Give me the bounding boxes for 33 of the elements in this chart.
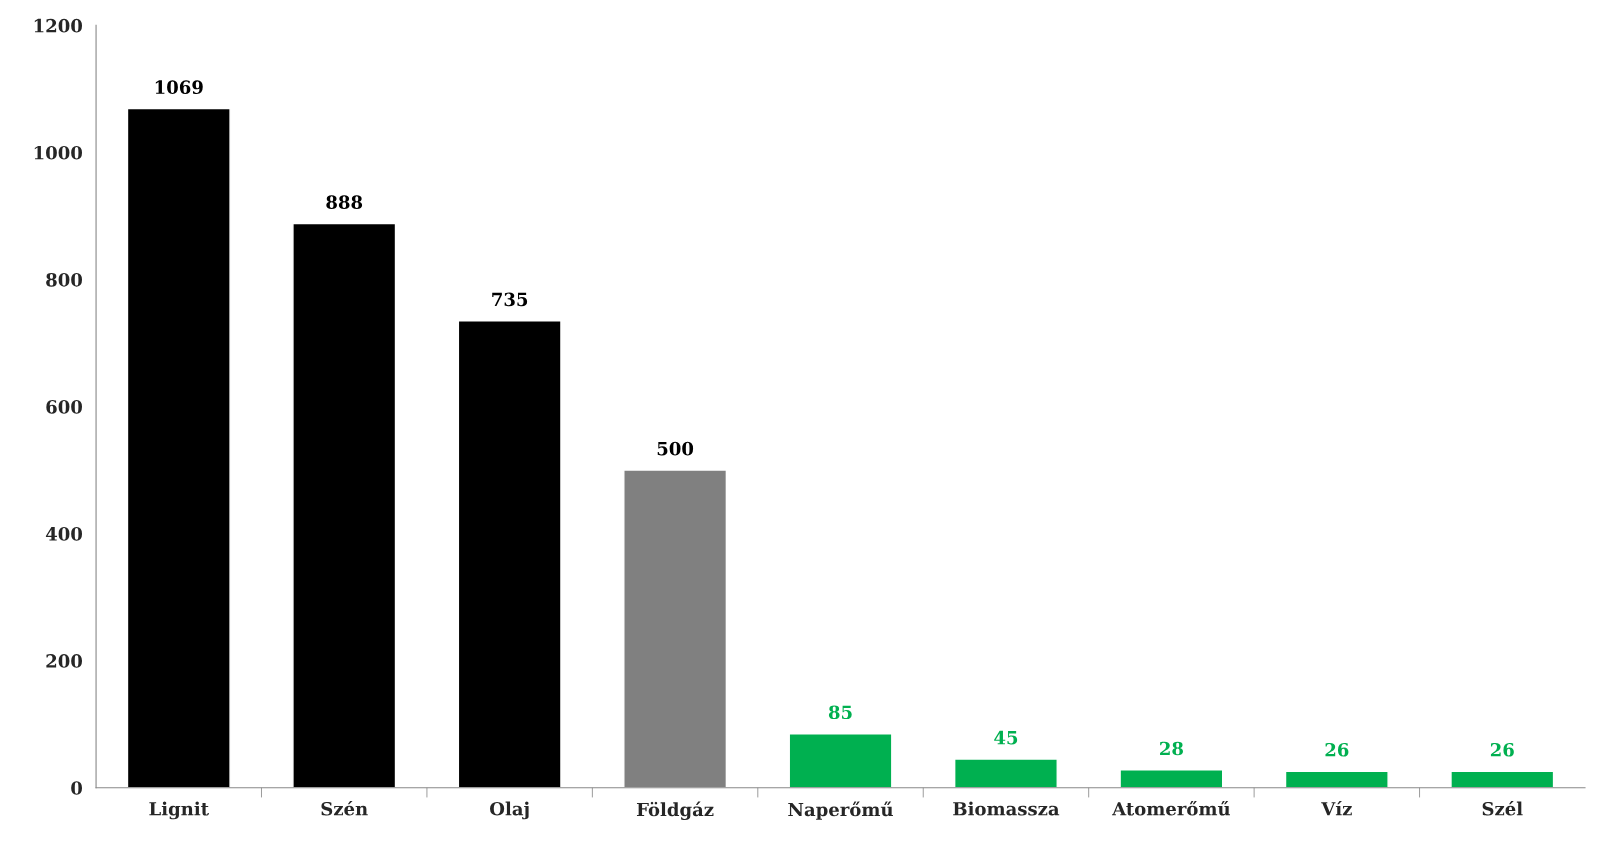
bar (1450, 770, 1555, 788)
data-label: 85 (828, 705, 852, 720)
data-label: 1069 (155, 80, 203, 95)
data-label: 28 (1160, 741, 1183, 756)
bar (1284, 770, 1389, 788)
x-tick-label: Olaj (490, 801, 529, 820)
y-tick-label: 0 (71, 781, 83, 795)
bar (1119, 769, 1224, 788)
x-tick-label: Szén (321, 800, 368, 816)
bar (292, 222, 397, 788)
x-tick-label: Naperőmű (788, 801, 893, 820)
data-label: 26 (1490, 742, 1514, 757)
y-tick-label: 200 (46, 654, 83, 668)
bar (457, 320, 562, 788)
x-tick-label: Lignit (149, 801, 209, 820)
x-tick-label: Atomerőmű (1112, 800, 1231, 816)
y-tick-label: 800 (46, 272, 83, 287)
data-label: 26 (1325, 742, 1349, 757)
x-tick-label: Víz (1321, 800, 1352, 816)
data-label: 500 (657, 441, 694, 456)
data-label: 735 (492, 292, 528, 307)
bar (126, 107, 231, 788)
y-tick-label: 600 (46, 400, 83, 414)
y-tick-label: 1200 (34, 18, 83, 33)
x-tick-label: Földgáz (636, 801, 714, 821)
y-tick-label: 1000 (34, 145, 83, 160)
data-label: 45 (994, 730, 1018, 745)
x-tick-label: Szél (1482, 800, 1523, 816)
data-label: 888 (326, 195, 363, 209)
y-tick-label: 400 (45, 527, 83, 541)
bar (788, 733, 893, 788)
bar (953, 758, 1058, 788)
x-tick-label: Biomassza (953, 801, 1060, 816)
